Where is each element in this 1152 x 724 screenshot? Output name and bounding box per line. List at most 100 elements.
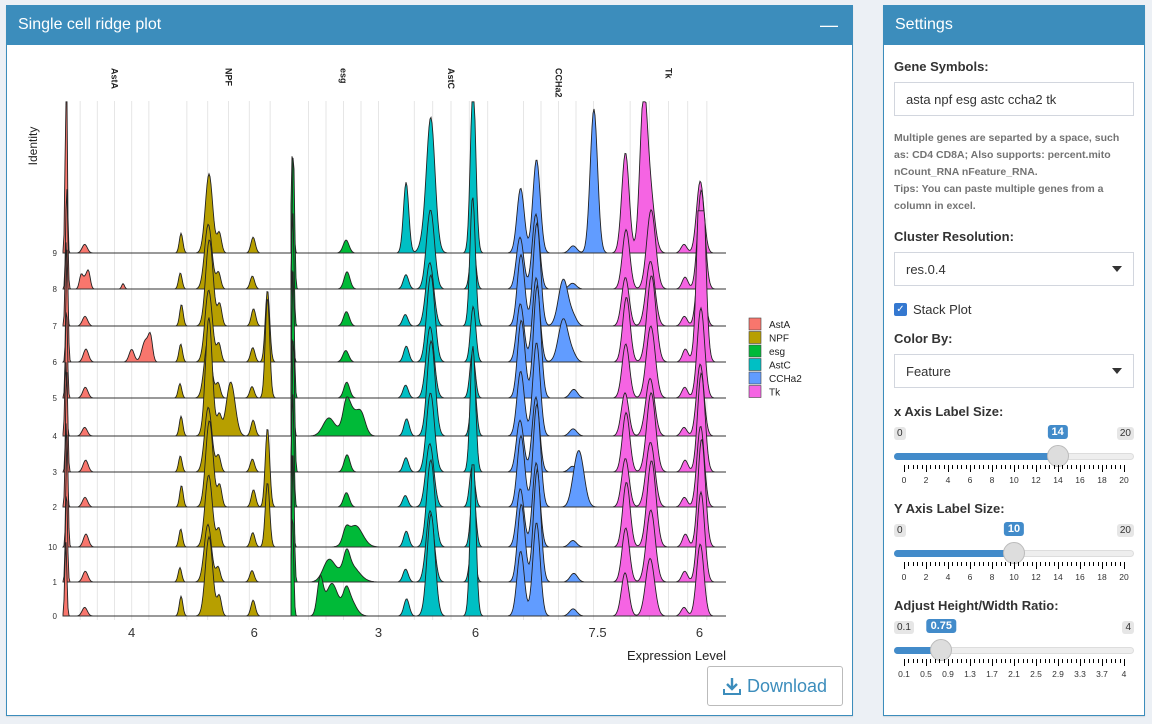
ridge-plot-panel: Single cell ridge plot — 0 1 10 2 3 4 5 6 7 8 9 Ide… [6, 5, 853, 716]
slider-tick [996, 562, 998, 566]
slider-tick-label: 8 [989, 572, 995, 582]
stack-plot-checkbox[interactable]: ✓ Stack Plot [894, 302, 1134, 317]
slider-handle[interactable] [1046, 445, 1069, 467]
slider-tick-label: 3.3 [1074, 669, 1086, 679]
slider-tick [1106, 562, 1108, 566]
slider-tick [1040, 562, 1042, 566]
minus-icon[interactable]: — [820, 15, 838, 35]
help-line: Multiple genes are separted by a space, … [894, 132, 1120, 144]
slider-label: x Axis Label Size: [894, 404, 1004, 419]
slider-tick [1031, 659, 1033, 663]
slider-tick [917, 659, 919, 663]
slider-tick [1097, 659, 1099, 663]
slider-tick [926, 659, 927, 666]
slider-tick [1080, 562, 1081, 569]
y-tick-label: 10 [48, 543, 57, 552]
download-icon [722, 678, 741, 695]
slider-tick [1075, 562, 1077, 566]
slider-tick [1000, 659, 1002, 663]
slider-tick-label: 2 [923, 572, 929, 582]
slider-tick-label: 0.1 [898, 669, 910, 679]
slider-tick [952, 465, 954, 469]
y-tick-label: 9 [53, 249, 58, 258]
slider-tick [948, 659, 949, 666]
slider-tick [1075, 659, 1077, 663]
slider-tick-label: 12 [1031, 572, 1041, 582]
y-tick-label: 0 [53, 612, 58, 621]
slider-tick [1071, 659, 1073, 663]
slider-tick [1088, 562, 1090, 566]
download-button[interactable]: Download [707, 666, 843, 706]
download-label: Download [746, 675, 828, 696]
slider-tick [908, 562, 910, 566]
slider-tick [926, 465, 927, 472]
slider-tick [1093, 659, 1095, 663]
slider-tick [1036, 465, 1037, 472]
ridge-chart: 0 1 10 2 3 4 5 6 7 8 9 Identity AstA 4 NPF 6 esg 3 AstC 6 CC… [26, 68, 802, 663]
slider-tick [1075, 465, 1077, 469]
slider-tick [1018, 659, 1020, 663]
slider-tick [992, 465, 993, 472]
slider-tick [987, 562, 989, 566]
settings-header: Settings [884, 6, 1144, 45]
y-tick-label: 8 [53, 285, 58, 294]
settings-panel: Settings Gene Symbols: asta npf esg astc… [883, 5, 1145, 716]
slider-tick [974, 562, 976, 566]
slider-value: 0.75 [926, 619, 957, 633]
slider[interactable]: 0 20 14 0 2 4 6 8 10 12 14 16 18 20 [894, 425, 1134, 489]
slider-handle[interactable] [930, 639, 953, 661]
slider-tick [1115, 562, 1117, 566]
slider-tick [965, 659, 967, 663]
caret-down-icon [1112, 266, 1122, 272]
slider-tick [965, 465, 967, 469]
slider-value: 14 [1047, 425, 1068, 439]
cluster-resolution-select[interactable]: res.0.4 [894, 252, 1134, 286]
color-by-label: Color By: [894, 331, 953, 346]
slider-tick [1018, 562, 1020, 566]
stack-plot-label: Stack Plot [913, 302, 972, 317]
x-tick-label: 6 [251, 625, 258, 640]
color-by-select[interactable]: Feature [894, 354, 1134, 388]
slider-tick-label: 14 [1053, 572, 1063, 582]
slider-tick [921, 562, 923, 566]
slider-tick [1106, 659, 1108, 663]
slider-tick [1084, 562, 1086, 566]
slider-tick [978, 465, 980, 469]
slider-tick-label: 18 [1097, 475, 1107, 485]
slider-handle[interactable] [1003, 542, 1025, 564]
slider-tick [1124, 465, 1125, 472]
slider-tick [1088, 465, 1090, 469]
slider-tick-label: 20 [1119, 475, 1129, 485]
slider-tick-label: 1.7 [986, 669, 998, 679]
slider-tick-label: 3.7 [1096, 669, 1108, 679]
slider-tick [921, 465, 923, 469]
slider-tick [974, 465, 976, 469]
slider-tick [1058, 659, 1059, 666]
slider-tick [948, 562, 949, 569]
slider-tick [956, 562, 958, 566]
slider-tick [992, 562, 993, 569]
slider-tick [1000, 465, 1002, 469]
slider-tick [983, 659, 985, 663]
checkbox-checked-icon: ✓ [894, 303, 907, 316]
legend-swatch [748, 385, 762, 398]
help-line: nCount_RNA nFeature_RNA. [894, 166, 1038, 178]
slider-tick [917, 562, 919, 566]
facet-label: Tk [664, 68, 674, 79]
slider-tick [1110, 562, 1112, 566]
slider[interactable]: 0.1 4 0.75 0.1 0.5 0.9 1.3 1.7 2.1 2.5 2.9 3.3 3.7 4 [894, 619, 1134, 683]
slider-tick [1102, 659, 1103, 666]
slider-tick-label: 20 [1119, 572, 1129, 582]
slider-tick [987, 465, 989, 469]
y-tick-label: 5 [53, 394, 58, 403]
x-tick-label: 6 [696, 625, 703, 640]
gene-symbols-input[interactable]: asta npf esg astc ccha2 tk [894, 82, 1134, 116]
x-axis-label: Expression Level [627, 648, 726, 663]
legend-label: CCHa2 [769, 374, 802, 385]
slider[interactable]: 0 20 10 0 2 4 6 8 10 12 14 16 18 20 [894, 522, 1134, 586]
slider-label: Y Axis Label Size: [894, 501, 1005, 516]
slider-tick-label: 4 [1121, 669, 1127, 679]
slider-tick [939, 562, 941, 566]
slider-tick [1093, 562, 1095, 566]
slider-tick [983, 465, 985, 469]
